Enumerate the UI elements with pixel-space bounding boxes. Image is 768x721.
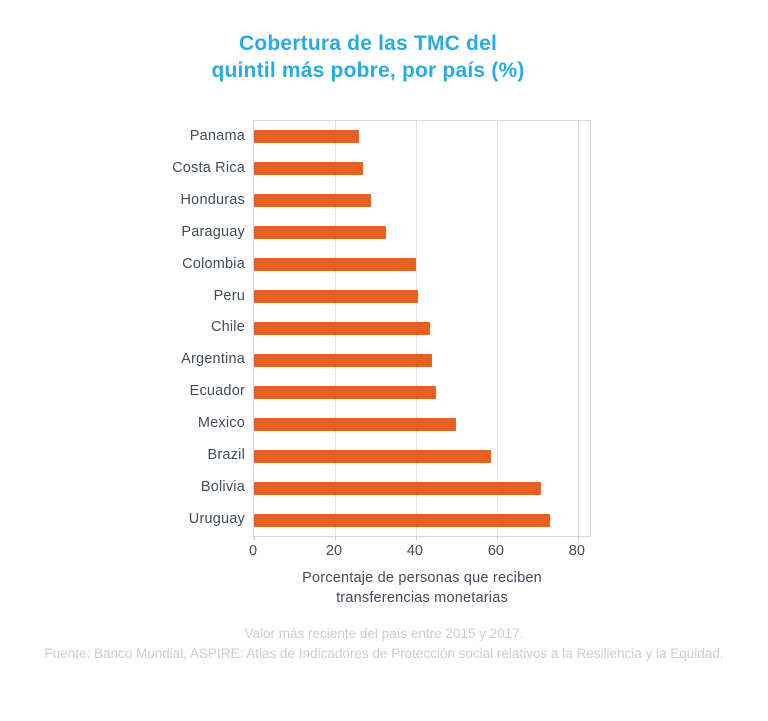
category-label-ecuador: Ecuador bbox=[189, 383, 245, 400]
bar-chile bbox=[254, 322, 431, 335]
footer-source: Fuente: Banco Mundial, ASPIRE: Atlas de … bbox=[44, 646, 724, 661]
x-tick-label-0: 0 bbox=[248, 543, 258, 559]
chart-title: Cobertura de las TMC del quintil más pob… bbox=[0, 30, 736, 84]
bar-paraguay bbox=[254, 226, 386, 240]
bar-honduras bbox=[254, 194, 372, 208]
plot-area bbox=[253, 120, 591, 540]
x-tick-label-80: 80 bbox=[568, 543, 585, 559]
x-tickmark-60 bbox=[496, 536, 498, 540]
chart-title-line1: Cobertura de las TMC del bbox=[238, 32, 497, 55]
category-label-panama: Panama bbox=[189, 127, 245, 144]
x-axis-title: Porcentaje de personas que reciben trans… bbox=[243, 568, 601, 608]
category-label-brazil: Brazil bbox=[207, 447, 245, 464]
footer: Valor más reciente del país entre 2015 y… bbox=[0, 624, 768, 664]
category-axis: Panama Costa Rica Honduras Paraguay Colombia… bbox=[0, 120, 245, 537]
category-label-paraguay: Paraguay bbox=[181, 223, 245, 240]
gridline-80 bbox=[577, 121, 579, 536]
x-tick-label-40: 40 bbox=[406, 543, 423, 559]
footer-note: Valor más reciente del país entre 2015 y… bbox=[244, 626, 524, 641]
category-label-peru: Peru bbox=[213, 287, 245, 304]
x-tickmark-0 bbox=[254, 536, 255, 540]
category-label-mexico: Mexico bbox=[197, 415, 245, 432]
x-tick-label-20: 20 bbox=[325, 543, 343, 559]
category-label-chile: Chile bbox=[210, 319, 245, 336]
x-tickmark-80 bbox=[577, 536, 579, 540]
x-tick-label-60: 60 bbox=[487, 543, 504, 559]
x-axis-title-line1: Porcentaje de personas que reciben bbox=[302, 570, 542, 586]
x-axis-title-line2: transferencias monetarias bbox=[336, 590, 508, 606]
category-label-costa-rica: Costa Rica bbox=[172, 159, 245, 176]
category-label-bolivia: Bolivia bbox=[200, 479, 245, 496]
bar-ecuador bbox=[254, 385, 437, 399]
x-tickmark-20 bbox=[334, 536, 336, 540]
bar-costa-rica bbox=[254, 162, 364, 176]
bar-argentina bbox=[254, 353, 433, 367]
bar-peru bbox=[254, 290, 418, 304]
bar-uruguay bbox=[254, 513, 550, 527]
bar-panama bbox=[254, 130, 360, 144]
bar-brazil bbox=[254, 449, 491, 463]
x-tickmark-40 bbox=[415, 536, 417, 540]
category-label-uruguay: Uruguay bbox=[188, 511, 245, 528]
chart-title-line2: quintil más pobre, por país (%) bbox=[211, 59, 525, 82]
gridline-60 bbox=[496, 121, 498, 536]
x-axis: 0 20 40 60 80 bbox=[249, 543, 591, 561]
category-label-argentina: Argentina bbox=[181, 351, 245, 368]
bar-bolivia bbox=[254, 481, 542, 495]
bar-colombia bbox=[254, 258, 416, 272]
bar-mexico bbox=[254, 417, 457, 431]
category-label-colombia: Colombia bbox=[182, 255, 245, 272]
category-label-honduras: Honduras bbox=[180, 191, 245, 208]
